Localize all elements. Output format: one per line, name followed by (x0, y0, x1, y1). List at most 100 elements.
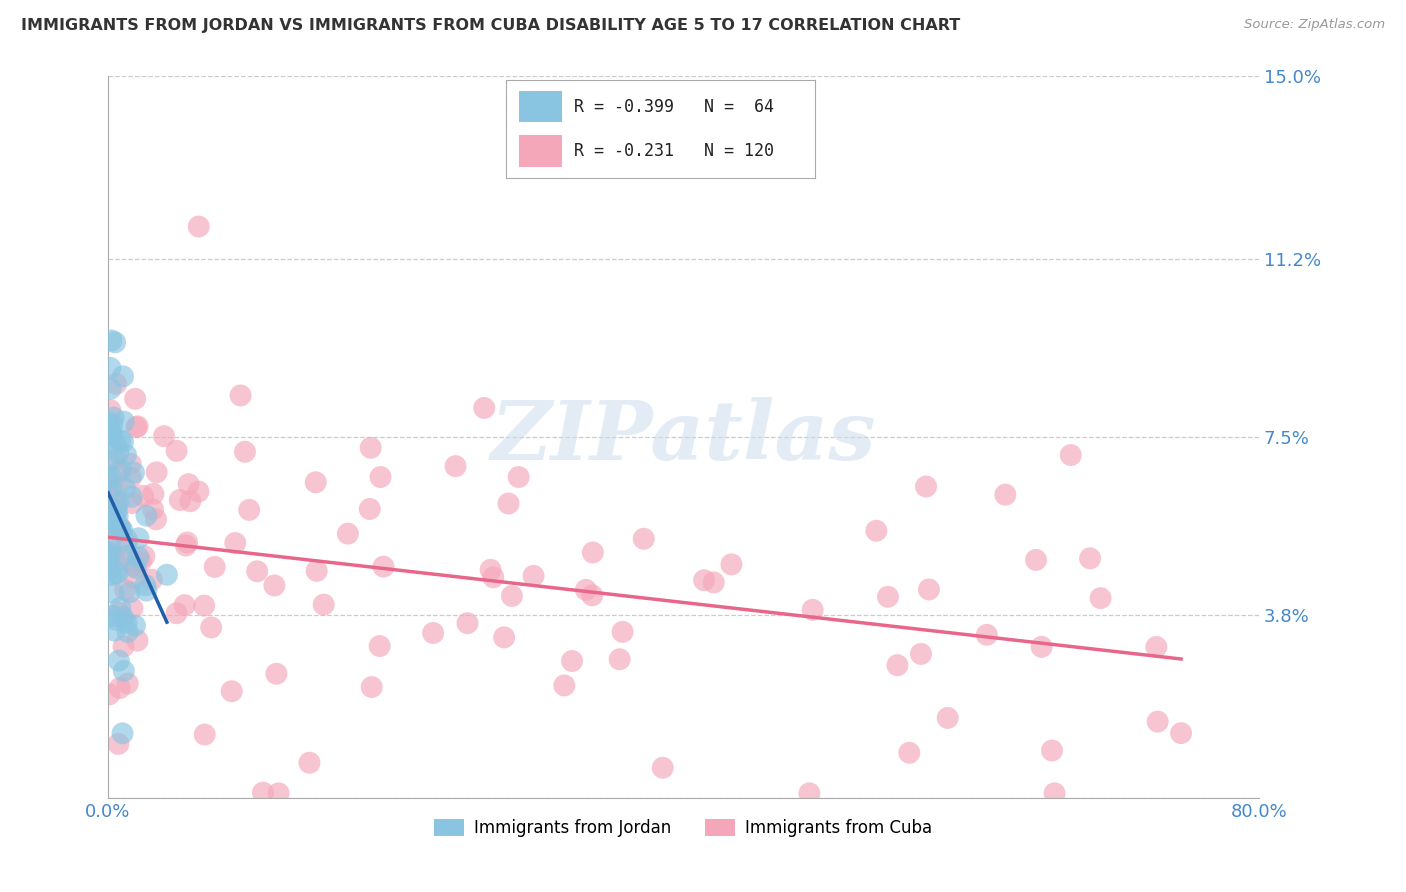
Point (1040, 743, 1063, 757)
Point (101, 480, 124, 494)
Point (472, 401, 495, 415)
Point (124, 571, 146, 585)
Point (194, 727, 217, 741)
Point (98, 687, 121, 701)
Point (359, 502, 381, 516)
Point (1043, 786, 1066, 800)
Point (1078, 551, 1101, 566)
Point (176, 535, 198, 549)
Point (122, 558, 145, 573)
Point (522, 569, 544, 583)
Point (108, 681, 131, 695)
Point (508, 470, 530, 484)
Point (994, 488, 1017, 502)
Point (115, 615, 138, 630)
Point (107, 467, 129, 481)
Text: Source: ZipAtlas.com: Source: ZipAtlas.com (1244, 18, 1385, 31)
Point (98, 553, 121, 567)
Point (120, 457, 142, 471)
Point (145, 512, 167, 526)
Point (103, 452, 125, 467)
Point (187, 484, 209, 499)
Point (98, 416, 121, 430)
Point (101, 417, 124, 432)
Point (1170, 726, 1192, 740)
Point (104, 566, 127, 580)
Point (135, 508, 157, 523)
Point (121, 601, 143, 615)
Point (266, 666, 288, 681)
Point (104, 513, 127, 527)
Point (127, 550, 149, 565)
Point (110, 463, 132, 477)
Point (1146, 714, 1168, 729)
Point (98, 429, 121, 443)
Point (479, 563, 502, 577)
Point (100, 334, 122, 348)
Point (187, 219, 209, 234)
Point (105, 376, 128, 391)
Point (134, 549, 156, 564)
Point (118, 585, 141, 599)
Point (108, 522, 131, 536)
Point (105, 502, 128, 516)
Point (117, 624, 139, 639)
Point (494, 631, 516, 645)
Point (115, 549, 138, 563)
Point (114, 481, 136, 495)
Point (129, 554, 152, 568)
Point (111, 726, 134, 740)
Point (98, 469, 121, 483)
Point (200, 620, 222, 634)
Point (120, 471, 142, 485)
Point (305, 475, 328, 490)
Point (97, 547, 120, 561)
Point (1031, 640, 1053, 654)
Point (720, 558, 742, 572)
Point (125, 561, 148, 575)
Point (360, 441, 382, 455)
Point (122, 466, 145, 480)
Point (370, 470, 392, 484)
Point (633, 532, 655, 546)
Text: ZIPatlas: ZIPatlas (491, 397, 876, 477)
Bar (519, 136, 562, 167)
Point (799, 786, 821, 800)
Point (456, 616, 478, 631)
Point (98, 541, 121, 556)
Point (166, 606, 188, 620)
Point (100, 532, 122, 546)
Point (263, 578, 285, 592)
Point (134, 578, 156, 592)
Point (111, 610, 134, 624)
Point (98, 403, 121, 417)
Point (145, 466, 167, 480)
Point (501, 589, 523, 603)
Point (609, 652, 631, 666)
Point (115, 533, 138, 547)
Point (104, 437, 127, 451)
Point (114, 553, 136, 567)
Point (127, 419, 149, 434)
Point (498, 496, 520, 510)
Point (156, 567, 179, 582)
Point (693, 573, 716, 587)
Point (252, 786, 274, 800)
Point (125, 420, 148, 434)
Point (179, 494, 201, 508)
Point (336, 526, 359, 541)
Point (142, 487, 165, 501)
Point (267, 786, 290, 800)
Point (104, 519, 127, 533)
Point (141, 573, 163, 587)
Point (112, 434, 135, 449)
Point (193, 599, 215, 613)
Point (298, 756, 321, 770)
Point (104, 484, 127, 499)
Point (111, 369, 134, 384)
Point (877, 590, 900, 604)
Point (166, 443, 188, 458)
Point (108, 520, 131, 534)
Point (117, 676, 139, 690)
Point (422, 626, 444, 640)
